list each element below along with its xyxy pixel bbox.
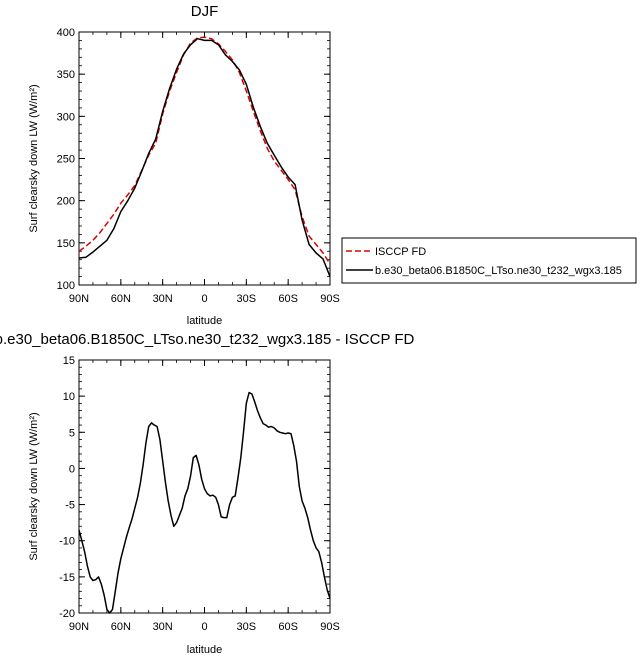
top-y-tick-label: 200 xyxy=(57,196,75,208)
bottom-x-tick-label: 30S xyxy=(237,621,257,633)
top-y-tick-label: 350 xyxy=(57,69,75,81)
bottom-x-tick-label: 90S xyxy=(320,621,340,633)
top-y-tick-label: 400 xyxy=(57,27,75,39)
bottom-x-tick-label: 0 xyxy=(201,621,207,633)
bottom-chart-y-axis-label: Surf clearsky down LW (W/m²) xyxy=(28,412,40,560)
bottom-chart-series-lines xyxy=(78,391,331,614)
top-x-tick-label: 90S xyxy=(320,293,340,305)
bottom-x-tick-label: 60S xyxy=(278,621,298,633)
legend-label-model: b.e30_beta06.B1850C_LTso.ne30_t232_wgx3.… xyxy=(375,265,622,277)
top-x-tick-label: 30N xyxy=(153,293,173,305)
top-y-tick-label: 150 xyxy=(57,238,75,250)
bottom-x-tick-label: 60N xyxy=(111,621,131,633)
legend-label-isccp: ISCCP FD xyxy=(375,246,426,258)
top-chart-ticks: 100 150 200 250 300 350 400 90N 60N 30N 0 30S 60S 90S xyxy=(57,27,340,305)
top-chart-y-axis-label: Surf clearsky down LW (W/m²) xyxy=(28,84,40,232)
top-x-tick-label: 60N xyxy=(111,293,131,305)
bottom-y-tick-label: -10 xyxy=(59,536,75,548)
top-y-tick-label: 300 xyxy=(57,111,75,123)
bottom-x-tick-label: 30N xyxy=(153,621,173,633)
bottom-y-tick-label: -5 xyxy=(65,500,75,512)
top-y-tick-label: 100 xyxy=(57,280,75,292)
top-x-tick-label: 60S xyxy=(278,293,298,305)
top-x-tick-label: 90N xyxy=(69,293,89,305)
bottom-x-tick-label: 90N xyxy=(69,621,89,633)
top-series-line-1 xyxy=(78,37,331,277)
bottom-chart-ticks: -20 -15 -10 -5 0 5 10 15 90N 60N 30N 0 30S 60S 90S xyxy=(59,355,340,633)
bottom-chart: b.e30_beta06.B1850C_LTso.ne30_t232_wgx3.… xyxy=(0,331,415,656)
bottom-y-tick-label: 15 xyxy=(63,355,75,367)
top-chart-x-axis-label: latitude xyxy=(187,315,222,327)
top-series-line-0 xyxy=(78,36,331,265)
bottom-y-tick-label: -15 xyxy=(59,572,75,584)
bottom-y-tick-label: 10 xyxy=(63,391,75,403)
bottom-chart-x-axis-label: latitude xyxy=(187,644,222,656)
bottom-y-tick-label: 0 xyxy=(69,463,75,475)
top-y-tick-label: 250 xyxy=(57,154,75,166)
top-chart-title: DJF xyxy=(191,3,219,20)
top-x-tick-label: 0 xyxy=(201,293,207,305)
top-chart-series-lines xyxy=(78,36,331,277)
top-chart-plot-frame xyxy=(78,31,331,286)
bottom-y-tick-label: 5 xyxy=(69,427,75,439)
top-chart-legend: ISCCP FD b.e30_beta06.B1850C_LTso.ne30_t… xyxy=(341,237,637,284)
bottom-series-line-0 xyxy=(78,391,331,614)
bottom-chart-title: b.e30_beta06.B1850C_LTso.ne30_t232_wgx3.… xyxy=(0,331,415,348)
bottom-y-tick-label: -20 xyxy=(59,608,75,620)
top-x-tick-label: 30S xyxy=(237,293,257,305)
top-chart: DJF 100 150 200 250 300 350 400 90N 60N 30N 0 30S 60… xyxy=(28,3,637,327)
legend-box xyxy=(341,237,637,284)
